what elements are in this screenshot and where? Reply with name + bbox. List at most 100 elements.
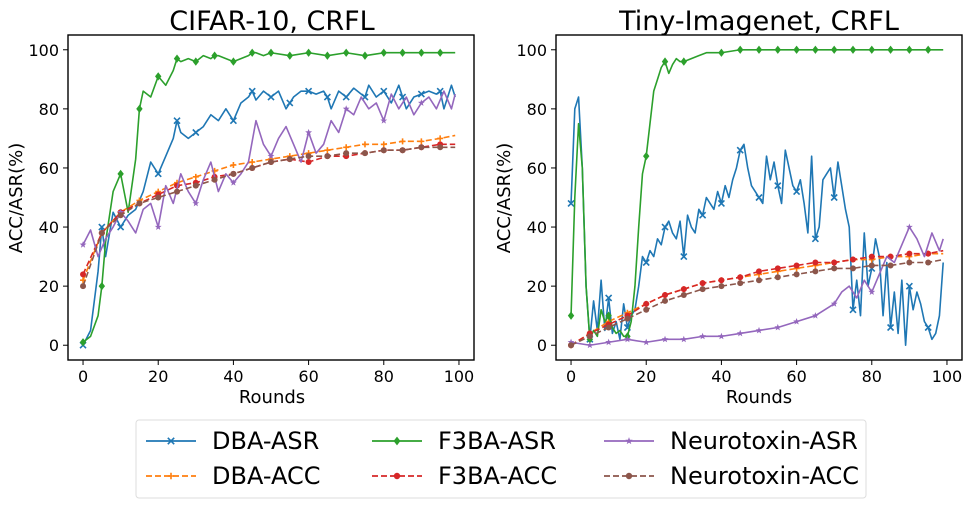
marker-dba-asr	[680, 253, 688, 261]
y-tick-label: 40	[527, 218, 547, 237]
y-tick-label: 20	[527, 277, 547, 296]
marker-dba-asr	[98, 223, 106, 231]
marker-dba-acc	[192, 173, 199, 180]
x-tick-label: 80	[862, 367, 882, 386]
x-tick-label: 20	[636, 367, 656, 386]
x-tick-label: 80	[374, 367, 394, 386]
legend-label: DBA-ASR	[212, 427, 319, 455]
x-tick-label: 40	[223, 367, 243, 386]
marker-dba-asr	[286, 99, 294, 107]
marker-f3ba-asr	[380, 48, 387, 57]
marker-neurotoxin-asr	[417, 99, 425, 106]
x-axis-label-tiny-imagenet: Rounds	[726, 387, 792, 408]
y-tick-label: 100	[516, 41, 547, 60]
marker-neurotoxin-acc	[662, 297, 669, 304]
legend-label: F3BA-ASR	[438, 427, 556, 455]
marker-neurotoxin-acc	[568, 342, 575, 349]
marker-dba-asr	[323, 93, 331, 101]
y-tick-label: 60	[39, 159, 59, 178]
marker-neurotoxin-asr	[192, 199, 200, 207]
series-dba-asr	[79, 84, 456, 349]
series-line-dba-asr	[82, 84, 456, 346]
plot-title-tiny-imagenet: Tiny-Imagenet, CRFL	[618, 6, 899, 37]
marker-f3ba-asr	[830, 45, 838, 54]
marker-neurotoxin-acc	[399, 147, 406, 154]
y-axis-label-cifar10: ACC/ASR(%)	[6, 143, 27, 254]
marker-neurotoxin-acc	[849, 265, 856, 272]
marker-neurotoxin-asr	[661, 335, 669, 343]
marker-neurotoxin-acc	[831, 265, 838, 272]
marker-neurotoxin-acc	[418, 144, 425, 151]
marker-neurotoxin-asr	[154, 223, 162, 230]
marker-neurotoxin-acc	[174, 188, 181, 195]
marker-f3ba-acc	[305, 159, 312, 166]
marker-f3ba-asr	[117, 169, 124, 179]
series-line-neurotoxin-acc	[82, 146, 456, 287]
marker-neurotoxin-asr	[624, 335, 631, 343]
y-tick-label: 60	[527, 159, 547, 178]
legend-item-dba-asr: DBA-ASR	[146, 427, 319, 455]
marker-neurotoxin-acc	[887, 262, 894, 269]
marker-dba-asr	[736, 146, 744, 154]
y-axis-label-tiny-imagenet: ACC/ASR(%)	[494, 143, 515, 254]
marker-neurotoxin-asr	[305, 128, 313, 136]
axes-frame-cifar10	[67, 34, 475, 361]
legend-marker	[625, 472, 633, 480]
marker-neurotoxin-asr	[868, 288, 876, 295]
marker-f3ba-acc	[906, 250, 913, 257]
y-tick-label: 80	[39, 100, 59, 119]
marker-dba-acc	[418, 138, 425, 145]
marker-neurotoxin-asr	[79, 241, 87, 248]
marker-f3ba-asr	[436, 48, 444, 57]
marker-f3ba-acc	[849, 256, 856, 263]
marker-dba-asr	[887, 323, 895, 332]
marker-f3ba-acc	[756, 268, 762, 275]
series-f3ba-asr	[79, 48, 456, 347]
marker-neurotoxin-acc	[605, 324, 612, 331]
marker-f3ba-asr	[567, 311, 575, 320]
marker-neurotoxin-acc	[343, 150, 350, 157]
marker-neurotoxin-asr	[717, 332, 725, 340]
marker-f3ba-asr	[924, 45, 932, 54]
marker-neurotoxin-acc	[756, 277, 762, 284]
marker-neurotoxin-acc	[211, 176, 218, 183]
marker-f3ba-asr	[79, 338, 87, 347]
axes-frame-tiny-imagenet	[555, 34, 963, 361]
marker-dba-asr	[117, 223, 125, 231]
marker-dba-asr	[380, 87, 388, 95]
marker-dba-acc	[380, 141, 387, 148]
marker-neurotoxin-asr	[699, 332, 707, 340]
marker-neurotoxin-asr	[567, 338, 575, 346]
plot-area-tiny-imagenet	[567, 45, 944, 349]
marker-dba-asr	[905, 282, 913, 290]
marker-f3ba-acc	[793, 262, 800, 269]
marker-dba-asr	[436, 87, 444, 95]
y-tick-label: 100	[28, 41, 59, 60]
x-tick-label: 60	[298, 367, 318, 386]
marker-dba-asr	[717, 199, 725, 207]
marker-f3ba-asr	[192, 57, 200, 66]
series-line-dba-asr	[570, 96, 944, 347]
marker-dba-acc	[80, 277, 87, 284]
marker-dba-asr	[305, 87, 313, 95]
legend-item-dba-acc: DBA-ACC	[146, 462, 320, 490]
marker-neurotoxin-asr	[774, 323, 782, 331]
marker-dba-asr	[774, 182, 782, 190]
marker-f3ba-asr	[812, 45, 819, 54]
marker-neurotoxin-acc	[624, 315, 631, 322]
marker-neurotoxin-acc	[286, 156, 293, 163]
marker-neurotoxin-asr	[342, 105, 350, 112]
marker-dba-acc	[361, 141, 368, 148]
marker-neurotoxin-asr	[605, 338, 613, 346]
marker-f3ba-asr	[737, 45, 744, 54]
marker-f3ba-acc	[831, 259, 838, 266]
legend-marker	[393, 472, 401, 480]
series-line-dba-acc	[82, 134, 456, 281]
series-neurotoxin-asr	[567, 223, 944, 349]
series-f3ba-asr	[567, 45, 944, 344]
marker-neurotoxin-acc	[155, 194, 162, 201]
marker-dba-acc	[230, 162, 237, 168]
series-neurotoxin-acc	[80, 144, 456, 290]
marker-f3ba-asr	[361, 51, 369, 60]
marker-dba-asr	[192, 128, 200, 137]
